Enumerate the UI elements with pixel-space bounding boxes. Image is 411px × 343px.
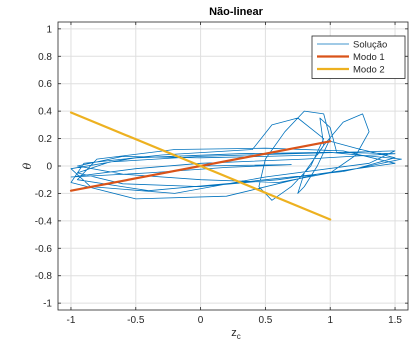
y-tick-label: -1 [43, 299, 52, 310]
x-tick-label: 1 [327, 315, 333, 326]
x-axis-label-subscript: c [237, 332, 241, 341]
x-axis-label-main: z [231, 327, 237, 339]
legend-label-2: Modo 1 [353, 52, 385, 63]
x-tick-label: -1 [67, 315, 76, 326]
x-tick-label: 1.5 [388, 315, 402, 326]
x-tick-label: -0.5 [127, 315, 145, 326]
x-tick-label: 0 [198, 315, 204, 326]
y-tick-label: -0.2 [35, 189, 53, 200]
legend-label-1: Solução [353, 40, 387, 51]
y-tick-label: 1 [46, 24, 52, 35]
y-axis-label: θ [21, 162, 34, 169]
series-line-3 [69, 111, 332, 221]
y-tick-label: -0.4 [35, 216, 53, 227]
chart-title: Não-linear [209, 6, 264, 18]
series-line-1 [70, 110, 402, 201]
y-tick-label: -0.6 [35, 244, 53, 255]
x-axis-label: zc [231, 327, 241, 341]
y-tick-label: -0.8 [35, 271, 53, 282]
y-tick-label: 0.8 [38, 52, 52, 63]
y-tick-label: 0 [46, 162, 52, 173]
legend-label-3: Modo 2 [353, 65, 385, 76]
y-tick-label: 0.6 [38, 79, 52, 90]
x-tick-label: 0.5 [258, 315, 272, 326]
y-tick-label: 0.4 [38, 107, 52, 118]
y-tick-label: 0.2 [38, 134, 52, 145]
